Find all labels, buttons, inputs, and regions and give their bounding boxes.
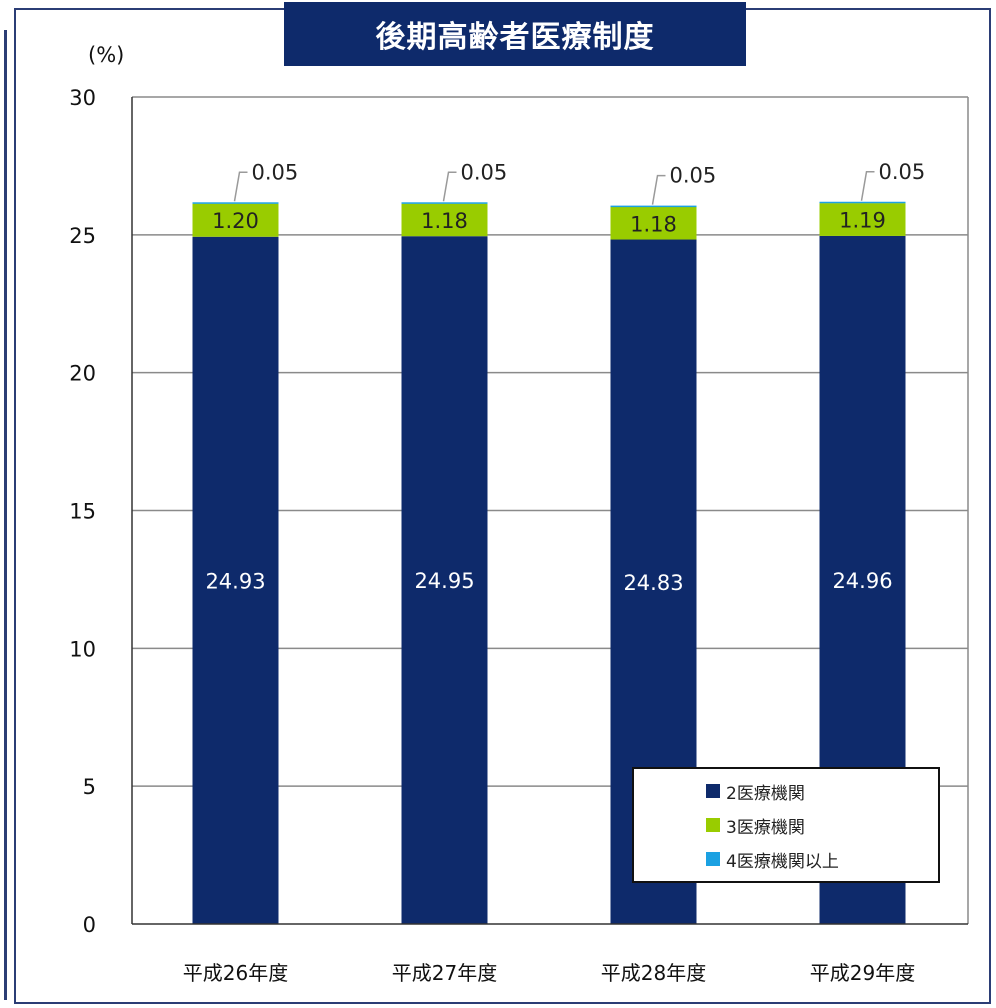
value-label-4: 0.05 <box>252 160 299 184</box>
value-label-3: 1.20 <box>212 209 259 233</box>
legend-label-3: 3医療機関 <box>726 817 805 838</box>
bar-segment-3 <box>819 203 906 236</box>
x-category-label: 平成29年度 <box>810 961 915 985</box>
value-label-3: 1.19 <box>839 209 886 233</box>
value-label-2: 24.96 <box>832 569 892 593</box>
legend-label-4: 4医療機関以上 <box>726 851 839 872</box>
legend: 2医療機関 3医療機関 4医療機関以上 <box>632 767 940 883</box>
value-labels: 24.93 1.20 0.05 24.95 1.18 0.05 24.83 1.18 0.05 2… <box>205 160 925 595</box>
value-label-4: 0.05 <box>879 160 926 184</box>
axes: 0 5 10 15 20 25 30 (%) 平成26年度 平成27年度 平成28年度 平成29年度 <box>69 43 969 985</box>
leader-line <box>651 174 666 205</box>
y-tick-label: 25 <box>69 224 96 248</box>
bar-segment-2 <box>401 236 488 924</box>
bar-segment-4 <box>610 205 697 208</box>
bar-segment-2 <box>192 236 279 924</box>
bar-segment-4 <box>819 201 906 204</box>
bar-segment-3 <box>192 203 279 237</box>
legend-swatch-2 <box>706 784 720 798</box>
bar-segment-3 <box>610 206 697 240</box>
leader-line <box>860 171 875 201</box>
y-tick-label: 10 <box>69 637 96 661</box>
leader-line <box>233 171 248 202</box>
value-label-3: 1.18 <box>421 209 468 233</box>
y-unit-label: (%) <box>88 43 124 67</box>
bar-segment-3 <box>401 203 488 237</box>
legend-item-2: 2医療機関 <box>706 779 805 804</box>
x-category-label: 平成27年度 <box>392 961 497 985</box>
legend-label-2: 2医療機関 <box>726 783 805 804</box>
y-tick-label: 30 <box>69 86 96 110</box>
value-label-4: 0.05 <box>461 160 508 184</box>
legend-item-4: 4医療機関以上 <box>706 847 839 872</box>
legend-swatch-3 <box>706 818 720 832</box>
y-tick-label: 20 <box>69 362 96 386</box>
y-tick-label: 0 <box>83 913 96 937</box>
left-border-rule <box>4 30 7 1000</box>
y-tick-label: 5 <box>83 775 96 799</box>
value-label-2: 24.83 <box>623 571 683 595</box>
legend-swatch-4 <box>706 852 720 866</box>
bar-segment-4 <box>192 202 279 204</box>
chart-title: 後期高齢者医療制度 <box>284 2 746 66</box>
bar-segment-4 <box>401 202 488 204</box>
legend-item-3: 3医療機関 <box>706 813 805 838</box>
value-label-3: 1.18 <box>630 212 677 236</box>
value-label-2: 24.93 <box>205 569 265 593</box>
x-category-label: 平成26年度 <box>183 961 288 985</box>
leader-line <box>442 171 457 202</box>
x-category-label: 平成28年度 <box>601 961 706 985</box>
y-tick-label: 15 <box>69 500 96 524</box>
value-label-4: 0.05 <box>670 164 717 188</box>
value-label-2: 24.95 <box>414 569 474 593</box>
